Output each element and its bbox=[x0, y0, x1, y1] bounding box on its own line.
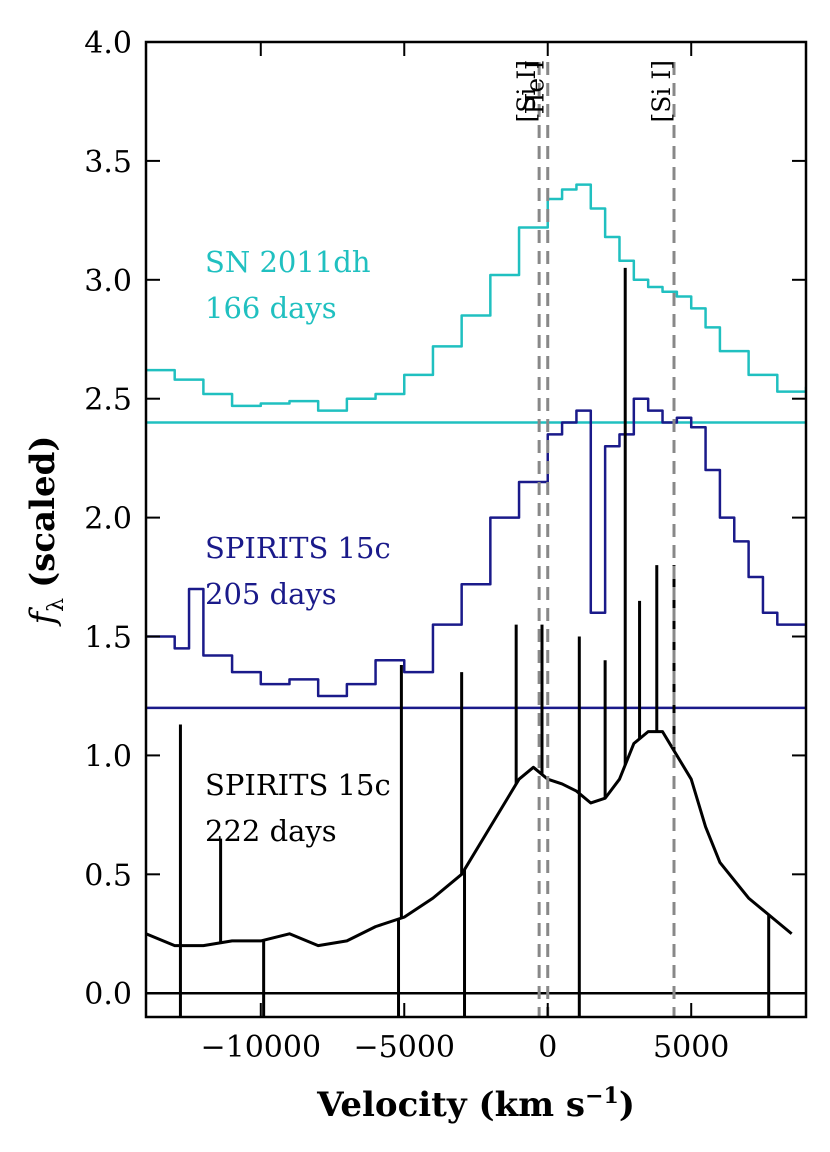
y-axis-title-subscript: λ bbox=[44, 598, 69, 612]
series-label-spirits-222-name: SPIRITS 15c bbox=[205, 768, 391, 802]
x-axis-title: Velocity (km s−1) bbox=[316, 1083, 635, 1125]
y-tick-label-6: 3.0 bbox=[84, 264, 132, 299]
x-axis-title-exponent: −1 bbox=[585, 1083, 619, 1109]
plot-frame bbox=[144, 40, 808, 1019]
reference-label-0: [Si I] bbox=[512, 60, 541, 122]
series-label-sn2011dh-name: SN 2011dh bbox=[205, 245, 371, 279]
reference-label-1: He I bbox=[521, 60, 550, 114]
x-tick-label-3: 5000 bbox=[653, 1030, 729, 1065]
spectrum-line-1 bbox=[146, 397, 806, 698]
y-tick-label-7: 3.5 bbox=[84, 145, 132, 180]
y-tick-label-3: 1.5 bbox=[84, 621, 132, 656]
y-tick-label-5: 2.5 bbox=[84, 383, 132, 418]
series-label-spirits-205-name: SPIRITS 15c bbox=[205, 531, 391, 565]
reference-label-2: [Si I] bbox=[647, 60, 676, 122]
y-tick-label-0: 0.0 bbox=[84, 977, 132, 1012]
y-tick-label-8: 4.0 bbox=[84, 26, 132, 61]
reference-lines: [Si I]He I [Si I] bbox=[512, 60, 676, 1017]
series-label-sn2011dh-epoch: 166 days bbox=[205, 291, 337, 325]
y-tick-label-1: 0.5 bbox=[84, 858, 132, 893]
y-axis-title: fλ(scaled) bbox=[23, 436, 69, 628]
y-tick-label-2: 1.0 bbox=[84, 739, 132, 774]
x-tick-label-0: −10000 bbox=[200, 1030, 321, 1065]
axis-ticks: −10000 −5000 0 5000 0.0 0.5 1.0 1.5 2.0 2.5 3.0 3.5… bbox=[84, 26, 806, 1065]
x-axis-title-text: Velocity (km s bbox=[316, 1085, 585, 1125]
series-label-spirits-205-epoch: 205 days bbox=[205, 577, 337, 611]
y-tick-label-4: 2.0 bbox=[84, 502, 132, 537]
x-tick-label-2: 0 bbox=[538, 1030, 557, 1065]
x-axis-title-close: ) bbox=[619, 1085, 635, 1125]
x-tick-label-1: −5000 bbox=[354, 1030, 455, 1065]
spectrum-line-0 bbox=[146, 183, 806, 412]
y-axis-title-text: (scaled) bbox=[23, 436, 63, 588]
series-label-spirits-222-epoch: 222 days bbox=[205, 814, 337, 848]
